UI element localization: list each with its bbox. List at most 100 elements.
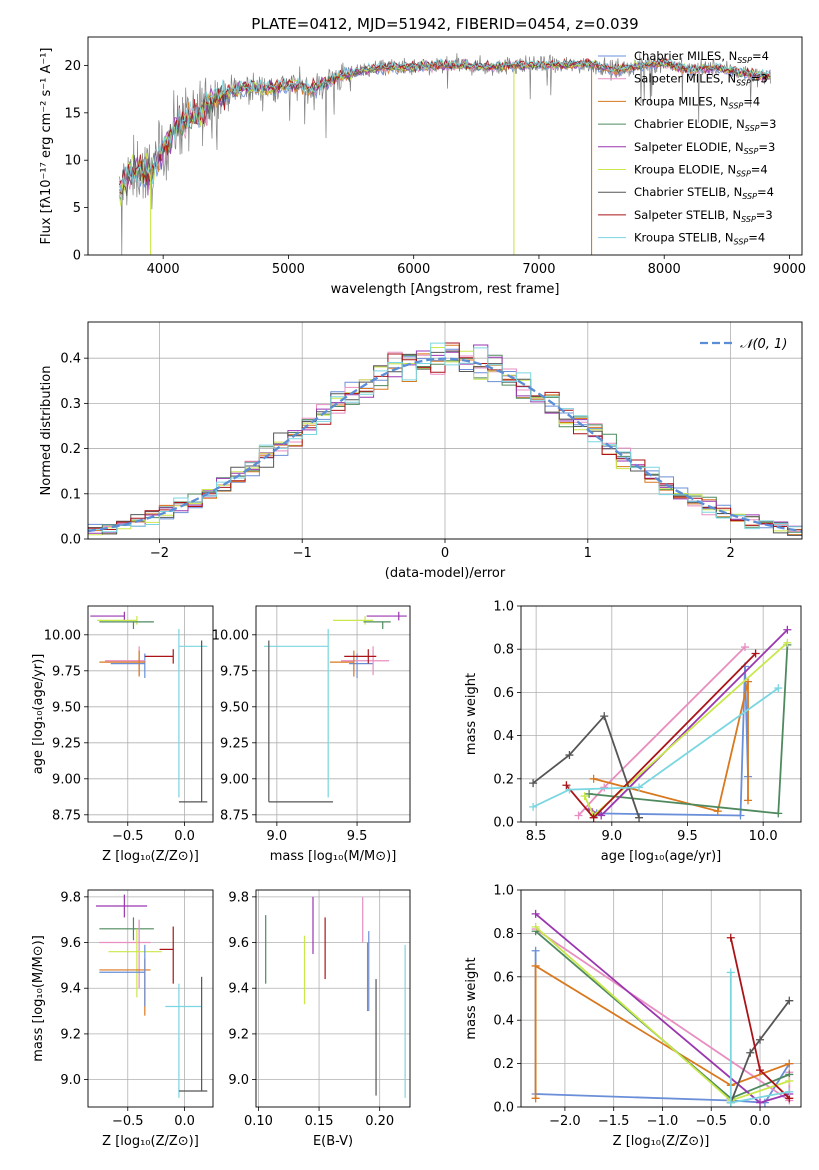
x-tick-label: 4000	[147, 262, 180, 277]
y-tick-label: 9.4	[60, 982, 81, 997]
y-tick-label: 8.75	[52, 808, 81, 823]
marker-salpeter_stelib	[756, 1066, 765, 1075]
y-tick-label: 9.6	[228, 936, 249, 951]
series-line-kroupa_elodie	[583, 642, 788, 817]
series-line-kroupa_miles	[593, 681, 749, 813]
errorbar-point-kroupa_miles	[99, 958, 151, 1016]
marker-salpeter_miles	[600, 783, 609, 792]
marker-kroupa_stelib	[565, 785, 574, 794]
marker-kroupa_elodie	[785, 1076, 794, 1085]
y-axis-label: Flux [fλ10⁻¹⁷ erg cm⁻² s⁻¹ A⁻¹]	[39, 48, 54, 245]
model-line-kroupa_stelib	[119, 58, 771, 190]
marker-chabrier_stelib	[746, 1048, 755, 1057]
plot-area	[531, 909, 794, 1107]
marker-salpeter_elodie	[783, 625, 792, 634]
y-tick-label: 5	[73, 201, 81, 216]
x-tick-label: 8000	[648, 262, 681, 277]
x-tick-label: 10.0	[749, 829, 778, 844]
marker-chabrier_miles	[736, 811, 745, 820]
marker-salpeter_miles	[574, 811, 583, 820]
series-line-chabrier_miles	[596, 666, 749, 817]
y-axis-label: mass weight	[464, 957, 479, 1039]
panel-spectrum: 4000 5000 6000 7000 8000 9000 0 5 10 15 20 waveleng…	[39, 15, 806, 297]
y-tick-label: 9.8	[228, 890, 249, 905]
marker-kroupa_miles	[531, 1094, 540, 1103]
marker-kroupa_miles	[744, 796, 753, 805]
x-tick-label: 0.0	[174, 1114, 195, 1129]
series-line-salpeter_miles	[577, 646, 746, 817]
y-tick-label: 0.8	[493, 927, 514, 942]
panel-residuals: −2 −1 0 1 2 0.0 0.1 0.2 0.3 0.4 (data-model)/error…	[39, 321, 803, 581]
x-tick-label: −1	[293, 546, 312, 561]
marker-kroupa_miles	[589, 774, 598, 783]
x-tick-label: 0	[441, 546, 449, 561]
y-tick-label: 9.2	[228, 1027, 249, 1042]
marker-chabrier_stelib	[565, 751, 574, 760]
y-tick-label: 9.2	[60, 1027, 81, 1042]
x-axis-label: E(B-V)	[313, 1134, 353, 1149]
y-tick-label: 9.0	[228, 1073, 249, 1088]
x-tick-label: 9.5	[677, 829, 698, 844]
marker-kroupa_stelib	[785, 1087, 794, 1096]
spectrum-legend: Chabrier MILES, NSSP=4 Salpeter MILES, NS…	[598, 49, 776, 247]
axes-frame	[87, 605, 214, 823]
y-tick-label: 9.4	[228, 982, 249, 997]
marker-salpeter_stelib	[562, 781, 571, 790]
y-axis-label: mass [log₁₀(M/M⊙)]	[31, 935, 46, 1062]
y-tick-label: 15	[64, 106, 81, 121]
x-tick-label: 0.0	[750, 1114, 771, 1129]
x-tick-label: −1.5	[598, 1114, 630, 1129]
chart-title: PLATE=0412, MJD=51942, FIBERID=0454, z=0…	[251, 15, 638, 33]
y-tick-label: 0.0	[493, 1101, 514, 1116]
errorbar-point-salpeter_miles	[341, 646, 390, 676]
errorbar-point-salpeter_miles	[99, 919, 151, 989]
y-tick-label: 0.3	[60, 397, 81, 412]
errorbar-point-chabrier_stelib	[178, 976, 208, 1092]
marker-kroupa_stelib	[635, 783, 644, 792]
errorbar-point-salpeter_stelib	[344, 649, 377, 664]
x-tick-label: 0.15	[305, 1114, 334, 1129]
y-tick-label: 9.75	[220, 664, 249, 679]
y-tick-label: 8.75	[220, 808, 249, 823]
x-axis-label: age [log₁₀(age/yr)]	[601, 849, 722, 864]
x-tick-label: −0.5	[112, 829, 144, 844]
errorbar-point-kroupa_elodie	[333, 616, 374, 625]
y-tick-label: 9.00	[220, 772, 249, 787]
y-tick-label: 0.1	[60, 487, 81, 502]
x-axis-label: (data-model)/error	[385, 566, 506, 581]
marker-kroupa_stelib	[529, 802, 538, 811]
plot-area	[529, 625, 792, 822]
x-tick-label: 9.0	[267, 829, 288, 844]
y-tick-label: 10.00	[212, 628, 249, 643]
x-tick-label: 0.20	[365, 1114, 394, 1129]
y-tick-label: 0.2	[493, 772, 514, 787]
errorbar-point-salpeter_stelib	[159, 926, 174, 984]
y-tick-label: 0.4	[493, 1014, 514, 1029]
y-tick-label: 0	[73, 249, 81, 264]
axes-frame	[520, 605, 802, 823]
errorbar-point-kroupa_elodie	[97, 616, 138, 625]
marker-salpeter_stelib	[751, 649, 760, 658]
marker-kroupa_stelib	[774, 684, 783, 693]
errorbar-point-kroupa_miles	[329, 650, 355, 677]
legend-label-salpeter_stelib: Salpeter STELIB, NSSP=3	[634, 208, 773, 224]
y-tick-label: 1.0	[493, 884, 514, 899]
x-axis-label: mass [log₁₀(M/M⊙)]	[270, 849, 397, 864]
errorbar-point-kroupa_stelib	[165, 983, 202, 1098]
marker-chabrier_miles	[531, 946, 540, 955]
histogram-kroupa_stelib	[88, 342, 802, 533]
panel-mass_weight_vs_age: 8.5 9.0 9.5 10.0 0.0 0.2 0.4 0.6 0.8 1.0 age [log₁…	[464, 600, 802, 864]
y-tick-label: 20	[64, 59, 81, 74]
y-tick-label: 10.00	[44, 628, 81, 643]
series-line-kroupa_stelib	[532, 687, 779, 808]
x-tick-label: 9000	[773, 262, 806, 277]
errorbar-point-salpeter_stelib	[144, 649, 174, 664]
y-tick-label: 1.0	[493, 600, 514, 615]
errorbar-point-chabrier_stelib	[268, 640, 333, 803]
errorbar-point-salpeter_elodie	[95, 894, 148, 918]
errorbar-point-kroupa_stelib	[178, 629, 208, 798]
plot-area	[118, 53, 772, 255]
x-axis-label: Z [log₁₀(Z/Z⊙)]	[102, 849, 199, 864]
x-axis-label: wavelength [Angstrom, rest frame]	[331, 282, 560, 297]
